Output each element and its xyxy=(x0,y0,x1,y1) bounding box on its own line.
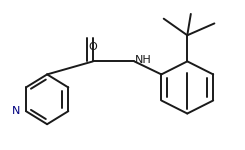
Text: NH: NH xyxy=(135,55,152,65)
Text: N: N xyxy=(12,106,20,116)
Text: O: O xyxy=(89,42,98,52)
